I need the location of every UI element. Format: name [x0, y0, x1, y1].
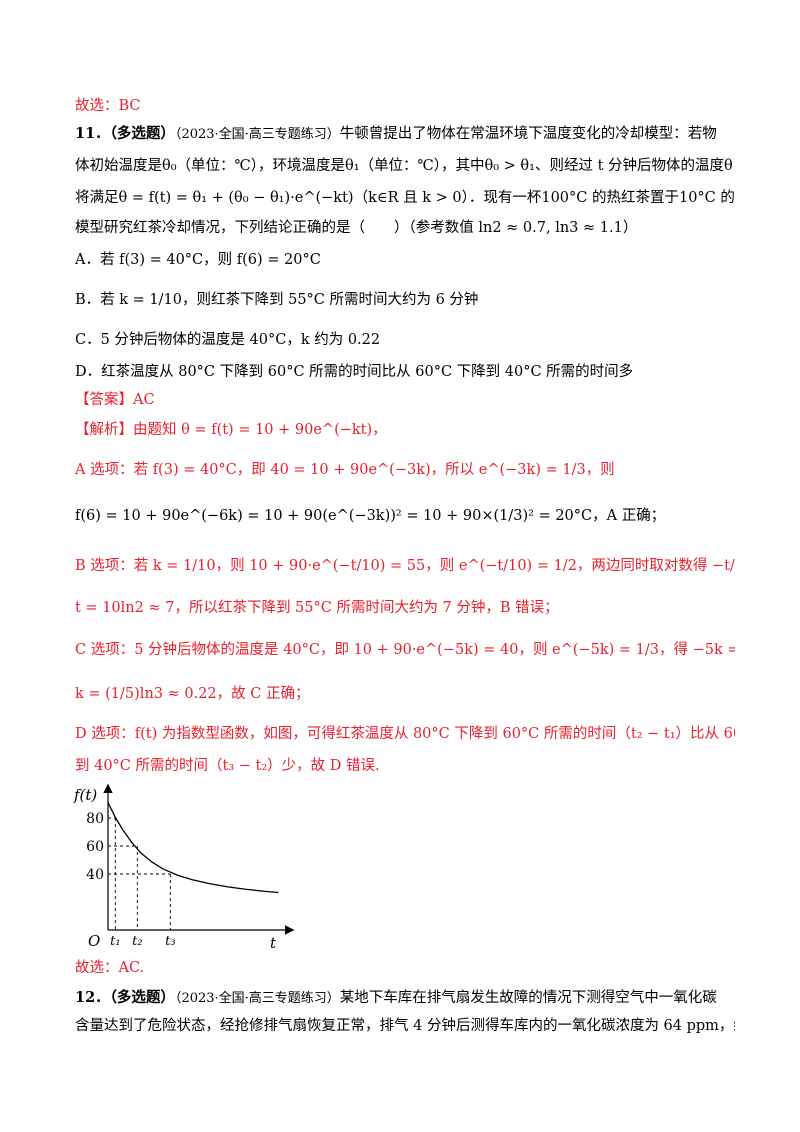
option-d: D．红茶温度从 80°C 下降到 60°C 所需的时间比从 60°C 下降到 4…: [75, 364, 634, 380]
question-12-line-1: 12．（多选题）（2023·全国·高三专题练习）某地下车库在排气扇发生故障的情况…: [75, 988, 735, 1009]
option-b: B．若 k = 1/10，则红茶下降到 55°C 所需时间大约为 6 分钟: [75, 292, 479, 308]
solution-c-line-1: C 选项：5 分钟后物体的温度是 40°C，即 10 + 90·e^(−5k) …: [75, 642, 735, 658]
x-tick-label-2: t₃: [165, 934, 175, 949]
question-12-line-2: 含量达到了危险状态，经抢修排气扇恢复正常，排气 4 分钟后测得车库内的一氧化碳浓…: [75, 1018, 735, 1034]
solution-b-line-2: t = 10ln2 ≈ 7，所以红茶下降到 55°C 所需时间大约为 7 分钟，…: [75, 600, 559, 616]
solution-a-line-2: f(6) = 10 + 90e^(−6k) = 10 + 90(e^(−3k))…: [75, 508, 666, 524]
y-tick-label-0: 80: [86, 811, 104, 827]
question-11-line-1: 11．（多选题）（2023·全国·高三专题练习）牛顿曾提出了物体在常温环境下温度…: [75, 124, 735, 145]
final-answer: 故选：AC.: [75, 960, 145, 976]
question-stem-1: 牛顿曾提出了物体在常温环境下温度变化的冷却模型：若物: [339, 126, 717, 142]
analysis-intro: 【解析】由题知 θ = f(t) = 10 + 90e^(−kt)，: [75, 422, 387, 438]
y-axis-label: f(t): [73, 786, 97, 804]
solution-d-line-1: D 选项：f(t) 为指数型函数，如图，可得红茶温度从 80°C 下降到 60°…: [75, 726, 735, 742]
x-axis-label: t: [270, 934, 277, 952]
solution-c-line-2: k = (1/5)ln3 ≈ 0.22，故 C 正确；: [75, 686, 310, 702]
cooling-curve-chart: f(t) t O 80 t₁ 60 t₂ 40 t₃: [73, 783, 295, 952]
y-tick-label-2: 40: [86, 867, 104, 883]
option-c: C．5 分钟后物体的温度是 40°C，k 约为 0.22: [75, 332, 381, 348]
question-source: （2023·全国·高三专题练习）: [174, 127, 340, 142]
question-11-line-2: 体初始温度是θ₀（单位：℃），环境温度是θ₁（单位：℃），其中θ₀ > θ₁、则…: [75, 158, 733, 174]
question-11-line-3: 将满足θ = f(t) = θ₁ + (θ₀ − θ₁)·e^(−kt)（k∈R…: [75, 190, 735, 206]
question-number: 12．: [75, 989, 110, 1006]
series-line-0: [107, 802, 279, 894]
question-number: 11．: [75, 125, 110, 142]
x-tick-label-0: t₁: [110, 934, 120, 949]
question-11-line-4: 模型研究红茶冷却情况，下列结论正确的是（ ）（参考数值 ln2 ≈ 0.7, l…: [75, 220, 638, 236]
question-stem-1: 某地下车库在排气扇发生故障的情况下测得空气中一氧化碳: [339, 990, 717, 1006]
option-a: A．若 f(3) = 40°C，则 f(6) = 20°C: [75, 252, 321, 268]
y-tick-label-1: 60: [86, 839, 104, 855]
origin-label: O: [88, 932, 100, 950]
solution-b-line-1: B 选项：若 k = 1/10，则 10 + 90·e^(−t/10) = 55…: [75, 558, 735, 574]
solution-a-line-1: A 选项：若 f(3) = 40°C，即 40 = 10 + 90e^(−3k)…: [75, 462, 615, 478]
question-type: （多选题）: [109, 989, 175, 1006]
solution-d-line-2: 到 40°C 所需的时间（t₃ − t₂）少，故 D 错误.: [75, 758, 380, 774]
question-type: （多选题）: [109, 125, 175, 142]
question-source: （2023·全国·高三专题练习）: [174, 991, 340, 1006]
x-tick-label-1: t₂: [132, 934, 142, 949]
answer-label: 【答案】AC: [75, 392, 155, 408]
previous-answer: 故选：BC: [75, 98, 141, 114]
